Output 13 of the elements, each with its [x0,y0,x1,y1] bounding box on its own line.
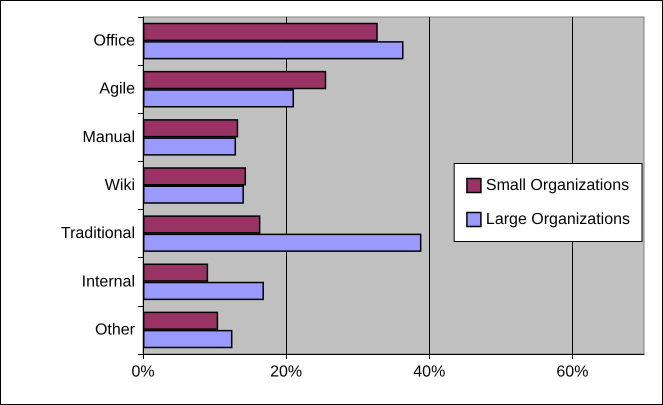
y-tick-label: Agile [99,80,136,98]
x-tick-label: 20% [270,364,302,380]
legend-label: Small Organizations [486,177,630,194]
legend-label: Large Organizations [486,211,630,228]
y-tick-label: Wiki [104,177,135,194]
y-tick-label: Manual [82,128,135,146]
y-tick-label: Traditional [60,225,135,242]
x-tick-label: 40% [413,364,446,380]
x-tick-label: 60% [556,364,588,380]
x-tick-label: 0% [131,364,155,380]
y-tick-label: Office [94,32,136,50]
y-tick-label: Internal [82,273,135,290]
y-tick-label: Other [94,321,136,338]
